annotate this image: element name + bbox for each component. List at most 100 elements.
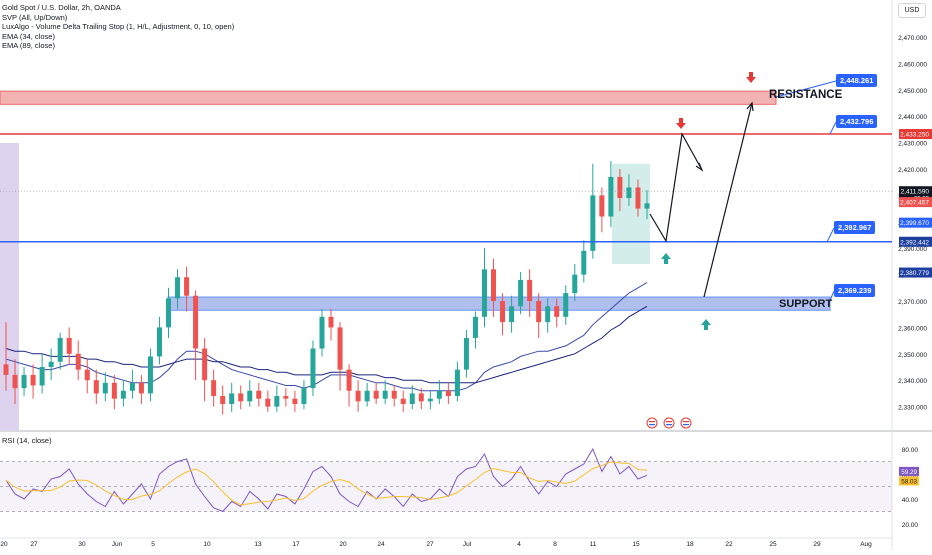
candle — [427, 398, 433, 402]
candle — [536, 301, 542, 323]
candle — [635, 187, 641, 209]
price-tick-label: 2,420.000 — [898, 167, 927, 174]
event-flag-icon — [683, 424, 689, 426]
support-label: SUPPORT — [779, 298, 833, 310]
tag-leader — [827, 290, 835, 306]
resistance-zone — [0, 90, 777, 105]
candle — [30, 374, 36, 386]
candle — [202, 348, 208, 381]
candle — [445, 390, 451, 397]
projection-path-2 — [703, 102, 753, 298]
candle — [644, 203, 650, 209]
price-tag-label: 2,407.457 — [900, 200, 929, 207]
candle — [166, 298, 172, 328]
candle — [491, 269, 497, 301]
candle — [454, 369, 460, 397]
time-tick-label: 17 — [292, 541, 300, 548]
rsi-value-label: 59.29 — [901, 469, 917, 476]
rsi-legend[interactable]: RSI (14, close) — [2, 436, 52, 445]
price-tag — [899, 197, 932, 208]
candle — [12, 374, 18, 389]
event-flag-icon — [666, 424, 672, 426]
candle — [220, 396, 226, 404]
candle — [472, 316, 478, 338]
price-tick-label: 2,390.000 — [898, 246, 927, 253]
candle — [346, 369, 352, 391]
event-flag-icon — [649, 424, 655, 426]
time-tick-label: 29 — [813, 541, 821, 548]
candle — [617, 176, 623, 199]
volume-profile-bar — [0, 143, 19, 430]
candle — [292, 398, 298, 404]
candle — [310, 348, 316, 389]
chart-legend: Gold Spot / U.S. Dollar, 2h, OANDA SVP (… — [2, 3, 234, 51]
candle — [93, 380, 99, 394]
time-tick-label: 10 — [203, 541, 211, 548]
rsi-pane — [0, 447, 892, 513]
time-tick-label: 11 — [590, 541, 597, 548]
price-tag-label: 2,392.442 — [900, 239, 929, 246]
red-down-arrow-icon — [746, 72, 756, 83]
projection-drawings — [646, 72, 756, 429]
level-tag-mid: 2,392.967 — [834, 221, 876, 234]
rsi-value-tag — [899, 476, 919, 486]
rsi-tick-label: 80.00 — [902, 447, 919, 454]
event-flag-icon — [680, 417, 692, 429]
time-tick-label: 25 — [769, 541, 777, 548]
indicator-svp[interactable]: SVP (All, Up/Down) — [2, 12, 68, 22]
candle — [319, 316, 325, 349]
price-tag — [899, 236, 932, 247]
event-flag-icon — [649, 421, 655, 423]
candle — [554, 306, 560, 317]
candle — [175, 277, 181, 299]
currency-button[interactable]: USD — [898, 3, 926, 18]
candle — [563, 293, 569, 317]
candle — [481, 269, 487, 317]
rsi-line — [5, 447, 648, 513]
candle — [102, 382, 108, 394]
event-flag-icon — [663, 417, 675, 429]
candle — [3, 364, 9, 375]
arrowhead — [695, 162, 704, 172]
indicator-ema89[interactable]: EMA (89, close) — [2, 41, 55, 51]
price-tag-label: 2,380.779 — [900, 270, 929, 277]
rsi-value-tag — [899, 466, 919, 476]
tag-leader — [829, 121, 837, 135]
candle — [364, 390, 370, 402]
ema89-line — [5, 305, 648, 384]
rsi-value-label: 58.03 — [901, 478, 917, 485]
price-tick-label: 2,470.000 — [898, 35, 927, 42]
candle — [265, 398, 271, 407]
candle — [211, 380, 217, 397]
symbol-title[interactable]: Gold Spot / U.S. Dollar, 2h, OANDA — [2, 3, 121, 12]
time-tick-label: 15 — [632, 541, 640, 548]
time-tick-label: 24 — [377, 541, 385, 548]
price-tag-label: 2,433.250 — [900, 132, 929, 139]
candle — [84, 369, 90, 381]
time-tick-label: 20 — [339, 541, 347, 548]
indicator-ema34[interactable]: EMA (34, close) — [2, 31, 55, 41]
time-tick-label: 13 — [254, 541, 262, 548]
candle — [391, 390, 397, 399]
candle — [581, 250, 587, 275]
tag-leader — [826, 227, 835, 243]
candle — [147, 356, 153, 394]
green-up-arrow-icon — [701, 319, 711, 330]
candle — [436, 390, 442, 399]
price-tag — [899, 217, 932, 228]
price-tick-label: 2,450.000 — [898, 88, 927, 95]
candle — [111, 382, 117, 399]
time-tick-label: 18 — [686, 541, 694, 548]
event-flag-icon — [646, 417, 658, 429]
candle — [39, 367, 45, 386]
candle — [184, 277, 190, 296]
rsi-signal-line — [5, 461, 648, 506]
candle — [247, 390, 253, 402]
candle — [527, 279, 533, 301]
candle — [66, 337, 72, 354]
red-down-arrow-icon — [676, 118, 686, 129]
candle — [138, 382, 144, 394]
indicator-luxalgo[interactable]: LuxAlgo - Volume Delta Trailing Stop (1,… — [2, 22, 235, 32]
